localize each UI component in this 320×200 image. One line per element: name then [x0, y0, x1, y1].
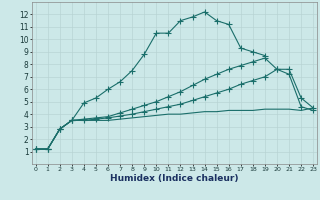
X-axis label: Humidex (Indice chaleur): Humidex (Indice chaleur) [110, 174, 239, 183]
